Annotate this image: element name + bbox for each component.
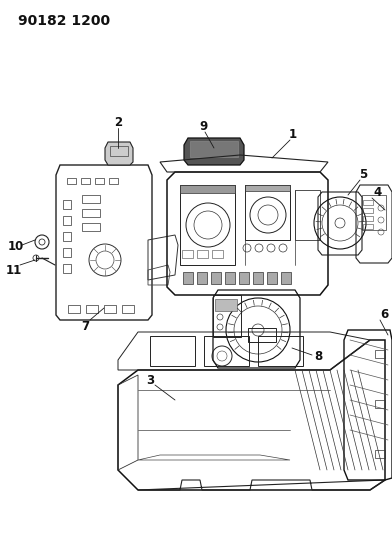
Polygon shape	[225, 272, 235, 284]
Polygon shape	[267, 272, 277, 284]
Polygon shape	[215, 299, 237, 311]
Polygon shape	[211, 272, 221, 284]
Text: 4: 4	[374, 187, 382, 199]
Polygon shape	[184, 138, 244, 165]
Text: 2: 2	[114, 116, 122, 128]
Polygon shape	[239, 272, 249, 284]
Polygon shape	[281, 272, 291, 284]
Polygon shape	[253, 272, 263, 284]
Text: 9: 9	[200, 119, 208, 133]
Text: 10: 10	[8, 239, 24, 253]
Polygon shape	[180, 185, 235, 193]
Text: 11: 11	[6, 263, 22, 277]
Text: 7: 7	[81, 319, 89, 333]
Polygon shape	[245, 185, 290, 191]
Text: 3: 3	[146, 374, 154, 386]
Text: 1: 1	[289, 128, 297, 141]
Polygon shape	[197, 272, 207, 284]
Polygon shape	[183, 272, 193, 284]
Text: 5: 5	[359, 168, 367, 182]
Polygon shape	[190, 141, 238, 157]
Polygon shape	[105, 142, 133, 165]
Text: 8: 8	[314, 350, 322, 362]
Text: 6: 6	[380, 308, 388, 320]
Text: 90182 1200: 90182 1200	[18, 14, 110, 28]
